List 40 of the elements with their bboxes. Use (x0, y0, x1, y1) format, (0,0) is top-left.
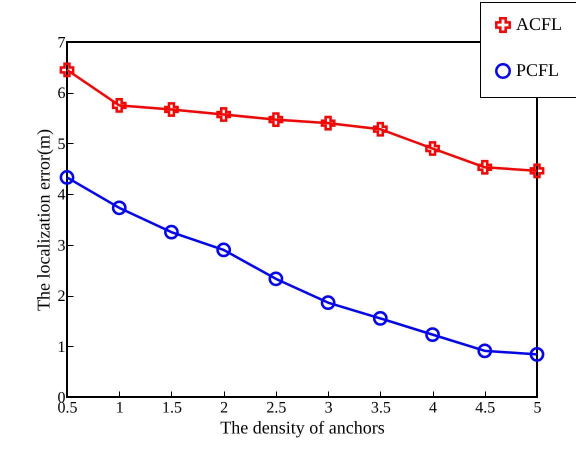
x-tick-label: 4 (429, 400, 438, 416)
x-tick-label: 1.5 (162, 400, 182, 416)
point (530, 347, 544, 362)
x-tick-label: 5 (534, 400, 542, 416)
x-tick-label: 3 (324, 400, 333, 416)
point (320, 295, 336, 310)
y-tick-label: 4 (58, 186, 66, 204)
point (477, 343, 492, 358)
x-tick-label: 2.5 (266, 400, 286, 416)
x-tick-label: 2 (220, 400, 228, 416)
legend-label: ACFL (516, 14, 562, 34)
x-tick-label: 3.5 (370, 400, 391, 416)
point (60, 170, 74, 185)
point (216, 242, 232, 258)
point (530, 163, 544, 178)
y-tick-label: 2 (58, 288, 66, 306)
point (477, 160, 492, 175)
point (164, 102, 179, 117)
point (216, 107, 232, 122)
point (372, 311, 388, 326)
point (112, 200, 127, 216)
point (372, 122, 388, 137)
point (425, 141, 440, 156)
point (268, 271, 284, 286)
point (320, 116, 336, 131)
y-tick-label: 1 (58, 338, 66, 356)
x-axis-title: The density of anchors (220, 418, 385, 438)
y-tick-label: 3 (58, 237, 66, 254)
y-tick-label: 7 (58, 34, 66, 52)
x-tick-label: 4.5 (475, 400, 496, 416)
y-tick-label: 6 (58, 85, 66, 102)
x-tick-label: 1 (116, 400, 124, 416)
point (425, 327, 440, 342)
point (164, 224, 179, 240)
point (112, 98, 127, 113)
point (268, 112, 284, 127)
legend-label: PCFL (516, 60, 560, 80)
y-tick-label: 5 (58, 136, 66, 153)
y-axis-title: The localization error(m) (34, 129, 54, 311)
point (60, 62, 74, 78)
